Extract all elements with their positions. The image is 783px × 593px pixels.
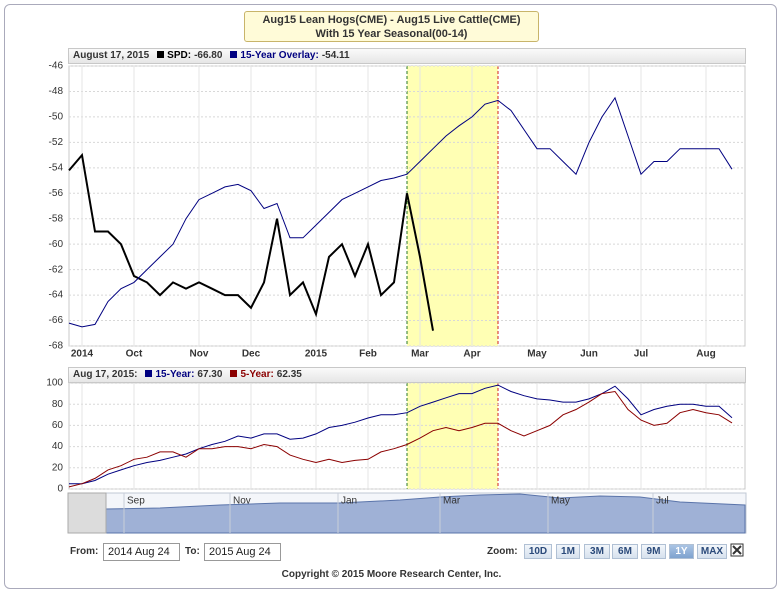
x-tick-label: Dec: [242, 349, 261, 360]
y-tick-label: -46: [49, 61, 64, 72]
x-tick-label: Mar: [411, 349, 429, 360]
navigator-label: Sep: [127, 496, 145, 507]
expand-arrows: [732, 545, 742, 555]
legend-date: Aug 17, 2015:: [73, 369, 138, 380]
from-input[interactable]: 2014 Aug 24: [103, 543, 180, 561]
x-tick-label: May: [527, 349, 547, 360]
zoom-button[interactable]: MAX: [697, 544, 727, 559]
navigator-handle: [67, 492, 107, 534]
navigator-label: Jan: [341, 496, 357, 507]
frame: [4, 4, 777, 589]
legend-value: 67.30: [197, 369, 223, 380]
y-tick-label: -58: [49, 213, 64, 224]
title-line: With 15 Year Seasonal(00-14): [315, 28, 468, 40]
legend-swatch: [230, 370, 238, 377]
seasonal-window: [407, 66, 498, 346]
y-tick-label: -68: [49, 341, 64, 352]
legend-swatch: [145, 370, 153, 377]
zoom-button[interactable]: 6M: [612, 544, 638, 559]
y-tick-label: 0: [57, 484, 63, 495]
to-input[interactable]: 2015 Aug 24: [204, 543, 281, 561]
x-tick-label: Jul: [634, 349, 649, 360]
y-tick-label: -52: [49, 137, 64, 148]
legend: Aug 17, 2015: 15-Year: 67.30 5-Year: 62.35: [68, 367, 746, 383]
zoom-button[interactable]: 1M: [556, 544, 580, 559]
legend: August 17, 2015 SPD: -66.80 15-Year Overlay…: [68, 48, 746, 64]
zoom-label: Zoom:: [487, 546, 518, 557]
x-tick-label: Oct: [126, 349, 143, 360]
legend-value: -54.11: [321, 50, 350, 61]
copyright: Copyright © 2015 Moore Research Center, …: [281, 569, 502, 580]
navigator-label: Mar: [443, 496, 461, 507]
navigator-label: May: [551, 496, 570, 507]
legend-value: 62.35: [276, 369, 302, 380]
x-tick-label: Apr: [463, 349, 480, 360]
x-tick-label: Aug: [696, 349, 715, 360]
navigator-area: [105, 493, 746, 534]
navigator-label: Nov: [233, 496, 251, 507]
legend-name: 15-Year:: [155, 369, 195, 380]
y-tick-label: -66: [49, 315, 64, 326]
from-label: From:: [70, 546, 99, 557]
title-line: Aug15 Lean Hogs(CME) - Aug15 Live Cattle…: [262, 14, 521, 26]
zoom-button[interactable]: 1Y: [669, 544, 694, 559]
x-tick-label: Jun: [580, 349, 598, 360]
chart-title: Aug15 Lean Hogs(CME) - Aug15 Live Cattle…: [244, 11, 539, 42]
series-line: [68, 96, 733, 328]
y-tick-label: 60: [52, 420, 64, 431]
zoom-button[interactable]: 9M: [641, 544, 666, 559]
series-line: [68, 152, 434, 331]
y-tick-label: 40: [52, 441, 64, 452]
y-tick-label: -62: [49, 264, 64, 275]
legend-value: -66.80: [194, 50, 223, 61]
y-tick-label: 80: [52, 399, 64, 410]
x-tick-label: 2015: [305, 349, 328, 360]
y-tick-label: -50: [49, 112, 64, 123]
y-tick-label: -54: [49, 162, 64, 173]
legend-date: August 17, 2015: [73, 50, 150, 61]
series-line: [69, 384, 733, 485]
legend-swatch: [157, 51, 165, 58]
zoom-button[interactable]: 10D: [524, 544, 552, 559]
y-tick-label: -64: [49, 290, 64, 301]
legend-name: 15-Year Overlay:: [240, 50, 319, 61]
y-tick-label: -60: [49, 239, 64, 250]
zoom-button[interactable]: 3M: [584, 544, 610, 559]
to-label: To:: [185, 546, 200, 557]
x-tick-label: Nov: [190, 349, 209, 360]
y-tick-label: -48: [49, 86, 64, 97]
y-tick-label: 20: [52, 462, 64, 473]
x-tick-label: Feb: [359, 349, 377, 360]
navigator-label: Jul: [656, 496, 669, 507]
seasonal-window: [407, 383, 498, 489]
legend-name: 5-Year:: [240, 369, 274, 380]
y-tick-label: 100: [46, 378, 63, 389]
y-tick-label: -56: [49, 188, 64, 199]
legend-swatch: [230, 51, 238, 58]
series-line: [68, 390, 733, 488]
legend-name: SPD:: [167, 50, 192, 61]
x-tick-label: 2014: [71, 349, 94, 360]
